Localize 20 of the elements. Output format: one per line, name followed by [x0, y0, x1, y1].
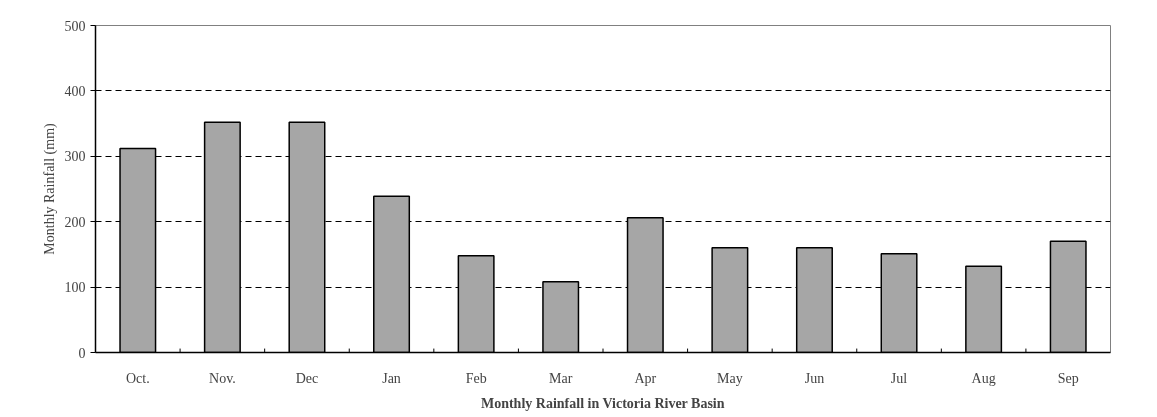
y-axis-title: Monthly Rainfall (mm)	[41, 122, 58, 255]
x-tick-label: Jul	[890, 370, 908, 386]
y-tick-label: 500	[64, 18, 86, 34]
x-tick-label: Nov.	[209, 370, 236, 386]
x-tick-label: Oct.	[125, 370, 150, 386]
y-tick-label: 400	[64, 83, 86, 99]
y-tick-label: 300	[64, 149, 86, 165]
x-tick-label: Jun	[804, 370, 825, 386]
y-tick-label: 100	[64, 280, 86, 296]
x-tick-label: Jan	[382, 370, 401, 386]
x-tick-label: Feb	[465, 370, 487, 386]
x-tick-label: Apr	[634, 370, 657, 386]
text: Monthly Rainfall in Victoria River Basin	[480, 395, 725, 411]
x-tick-label: Dec	[295, 370, 319, 386]
y-tick-label: 0	[78, 345, 86, 361]
x-tick-label: Sep	[1057, 370, 1079, 386]
x-tick-label: May	[717, 370, 743, 386]
x-tick-label: Aug	[971, 370, 996, 386]
x-tick-label: Mar	[549, 370, 573, 386]
y-tick-label: 200	[64, 214, 86, 230]
